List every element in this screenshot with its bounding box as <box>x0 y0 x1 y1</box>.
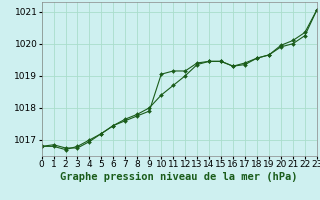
X-axis label: Graphe pression niveau de la mer (hPa): Graphe pression niveau de la mer (hPa) <box>60 172 298 182</box>
